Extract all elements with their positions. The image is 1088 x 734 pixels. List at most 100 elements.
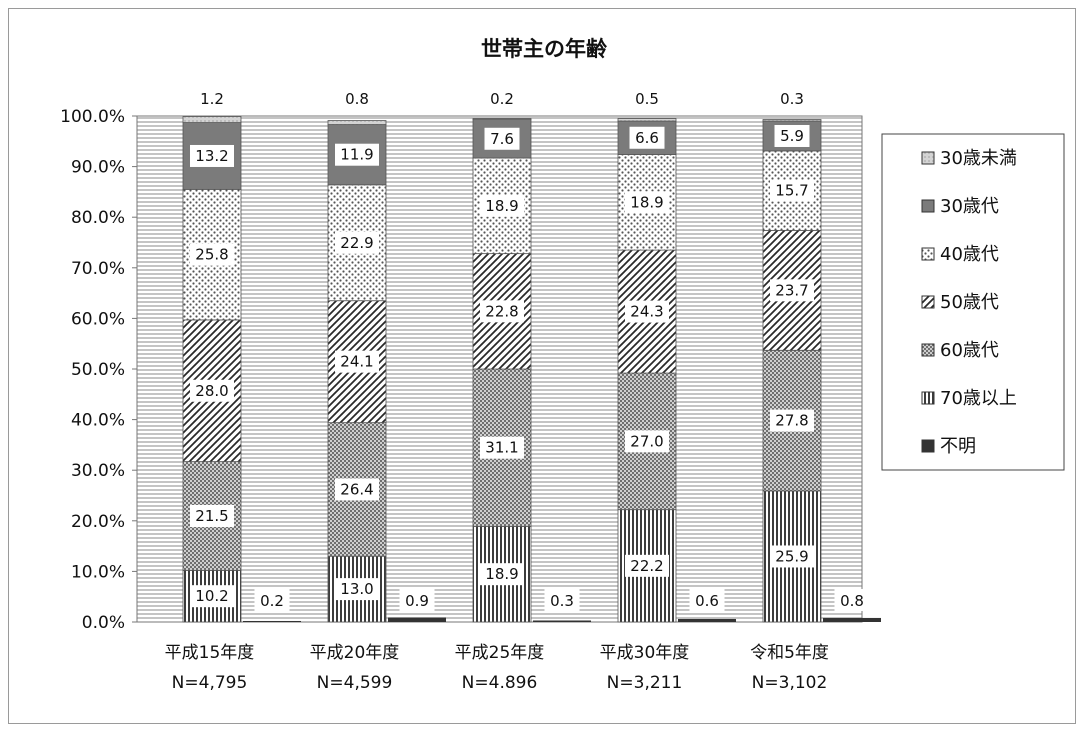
- data-label-bg: [774, 124, 810, 147]
- data-label: 18.9: [630, 193, 663, 211]
- bar-segment: [327, 120, 387, 126]
- bar-segment: [762, 119, 822, 122]
- data-label: 31.1: [485, 439, 518, 457]
- data-label: 18.9: [485, 565, 518, 583]
- data-label: 6.6: [635, 129, 659, 147]
- data-label-bg: [399, 589, 435, 611]
- legend-swatch: [921, 295, 935, 309]
- data-label: 13.2: [195, 147, 228, 165]
- x-tick-label: N=4,795: [172, 673, 248, 693]
- data-label: 18.9: [485, 197, 518, 215]
- data-label: 0.8: [840, 592, 864, 610]
- x-tick-label: 平成30年度: [600, 643, 690, 663]
- data-label: 27.8: [775, 412, 808, 430]
- data-label: 26.4: [340, 480, 373, 498]
- legend-swatch: [921, 343, 935, 357]
- y-tick-label: 70.0%: [71, 259, 125, 279]
- y-axis: 0.0% 10.0% 20.0% 30.0% 40.0% 50.0% 60.0% 70.0% 8…: [60, 107, 137, 633]
- data-label: 24.1: [340, 353, 373, 371]
- data-label: 25.8: [195, 246, 228, 264]
- y-tick-label: 10.0%: [71, 562, 125, 582]
- x-tick-label: 令和5年度: [750, 643, 829, 663]
- data-label: 13.0: [340, 580, 373, 598]
- bar-segment: [678, 618, 736, 622]
- data-label: 5.9: [780, 127, 804, 145]
- x-tick-label: 平成25年度: [455, 643, 545, 663]
- bar-segment: [823, 617, 881, 622]
- data-labels: 10.2 21.5 28.0 25.8 13.2 1.2 0.2 13.0 26.4 24.1 22…: [190, 90, 870, 611]
- x-tick-label: N=3,102: [752, 673, 828, 693]
- x-axis: 平成15年度 N=4,795 平成20年度 N=4,599 平成25年度 N=4.896 平…: [165, 643, 829, 693]
- legend-swatch: [921, 247, 935, 261]
- data-label: 21.5: [195, 507, 228, 525]
- data-label-bg: [335, 478, 379, 501]
- legend-label: 40歳代: [940, 244, 999, 265]
- y-tick-label: 80.0%: [71, 208, 125, 228]
- y-tick-label: 0.0%: [82, 613, 125, 633]
- data-label-bg: [770, 409, 814, 432]
- x-tick-label: N=4.896: [462, 673, 538, 693]
- data-label-bg: [480, 194, 524, 217]
- y-tick-label: 30.0%: [71, 461, 125, 481]
- data-label: 0.3: [550, 592, 574, 610]
- data-label-bg: [625, 430, 669, 453]
- legend-label: 30歳未満: [940, 148, 1017, 169]
- data-label-bg: [335, 350, 379, 373]
- legend-label: 60歳代: [940, 340, 999, 361]
- data-label: 15.7: [775, 182, 808, 200]
- data-label: 0.3: [780, 90, 804, 108]
- data-label-bg: [770, 179, 814, 202]
- data-label-bg: [834, 589, 870, 611]
- data-label: 28.0: [195, 382, 228, 400]
- data-label-bg: [254, 589, 290, 611]
- data-label-bg: [480, 300, 524, 323]
- data-label-bg: [480, 436, 524, 459]
- data-label-bg: [770, 279, 814, 302]
- data-label: 0.9: [405, 592, 429, 610]
- data-label: 1.2: [200, 90, 224, 108]
- data-label-bg: [625, 191, 669, 214]
- y-tick-label: 100.0%: [60, 107, 125, 127]
- data-label-bg: [770, 545, 814, 568]
- data-label-bg: [484, 127, 520, 150]
- data-label: 7.6: [490, 130, 514, 148]
- data-label-bg: [629, 126, 665, 149]
- data-label: 0.2: [490, 90, 514, 108]
- data-label: 0.6: [695, 592, 719, 610]
- data-label-bg: [190, 585, 234, 608]
- y-tick-label: 20.0%: [71, 512, 125, 532]
- data-label-bg: [480, 563, 524, 586]
- data-label: 24.3: [630, 303, 663, 321]
- y-tick-label: 40.0%: [71, 411, 125, 431]
- chart-title: 世帯主の年齢: [481, 37, 608, 61]
- bar-segment: [472, 118, 532, 120]
- data-label: 22.2: [630, 557, 663, 575]
- data-label-bg: [335, 578, 379, 601]
- data-label: 10.2: [195, 587, 228, 605]
- data-label: 23.7: [775, 281, 808, 299]
- bar-segment: [182, 116, 242, 123]
- x-tick-label: 平成20年度: [310, 643, 400, 663]
- legend-label: 不明: [940, 436, 976, 457]
- data-label: 0.5: [635, 90, 659, 108]
- y-tick-label: 60.0%: [71, 309, 125, 329]
- bar-segment: [243, 620, 301, 622]
- x-tick-label: N=3,211: [607, 673, 683, 693]
- bar-segment: [533, 620, 591, 622]
- y-tick-label: 50.0%: [71, 360, 125, 380]
- bar-segment: [388, 617, 446, 622]
- y-tick-label: 90.0%: [71, 158, 125, 178]
- legend-label: 50歳代: [940, 292, 999, 313]
- data-label-bg: [544, 589, 580, 611]
- data-label: 0.2: [260, 592, 284, 610]
- data-label: 22.9: [340, 234, 373, 252]
- legend-label: 30歳代: [940, 196, 999, 217]
- legend-swatch: [921, 391, 935, 405]
- data-label: 25.9: [775, 547, 808, 565]
- data-label: 27.0: [630, 432, 663, 450]
- x-tick-label: N=4,599: [317, 673, 393, 693]
- data-label-bg: [335, 143, 379, 166]
- data-label: 11.9: [340, 146, 373, 164]
